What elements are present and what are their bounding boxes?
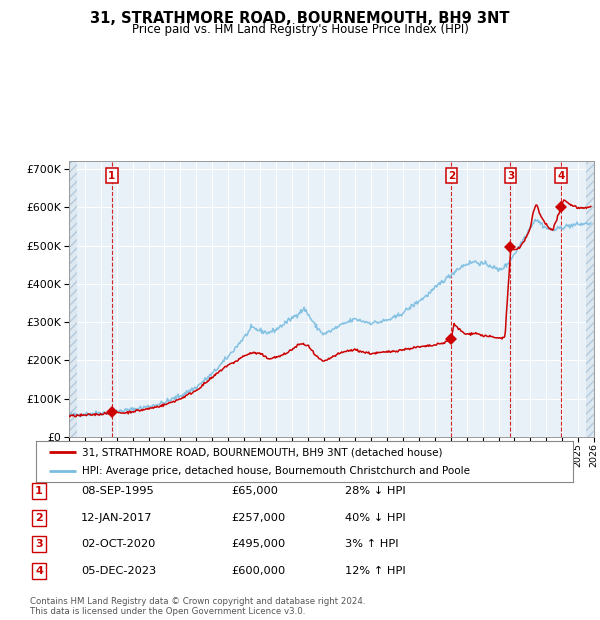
- Text: 12% ↑ HPI: 12% ↑ HPI: [345, 566, 406, 576]
- Text: 08-SEP-1995: 08-SEP-1995: [81, 486, 154, 496]
- Text: Price paid vs. HM Land Registry's House Price Index (HPI): Price paid vs. HM Land Registry's House …: [131, 23, 469, 36]
- Bar: [69, 161, 77, 437]
- Bar: [586, 161, 600, 437]
- Text: £600,000: £600,000: [231, 566, 285, 576]
- Text: £495,000: £495,000: [231, 539, 285, 549]
- Text: 28% ↓ HPI: 28% ↓ HPI: [345, 486, 406, 496]
- Text: £65,000: £65,000: [231, 486, 278, 496]
- Text: 1: 1: [108, 170, 115, 180]
- Text: 12-JAN-2017: 12-JAN-2017: [81, 513, 152, 523]
- Text: 40% ↓ HPI: 40% ↓ HPI: [345, 513, 406, 523]
- Text: 05-DEC-2023: 05-DEC-2023: [81, 566, 156, 576]
- Text: 3: 3: [507, 170, 514, 180]
- Text: 2: 2: [448, 170, 455, 180]
- Text: 3: 3: [35, 539, 43, 549]
- Text: 3% ↑ HPI: 3% ↑ HPI: [345, 539, 398, 549]
- Text: 31, STRATHMORE ROAD, BOURNEMOUTH, BH9 3NT: 31, STRATHMORE ROAD, BOURNEMOUTH, BH9 3N…: [90, 11, 510, 26]
- Text: 4: 4: [557, 170, 565, 180]
- Text: HPI: Average price, detached house, Bournemouth Christchurch and Poole: HPI: Average price, detached house, Bour…: [82, 466, 470, 476]
- Text: 1: 1: [35, 486, 43, 496]
- Text: 31, STRATHMORE ROAD, BOURNEMOUTH, BH9 3NT (detached house): 31, STRATHMORE ROAD, BOURNEMOUTH, BH9 3N…: [82, 448, 442, 458]
- Text: Contains HM Land Registry data © Crown copyright and database right 2024.: Contains HM Land Registry data © Crown c…: [30, 597, 365, 606]
- Text: £257,000: £257,000: [231, 513, 285, 523]
- Text: This data is licensed under the Open Government Licence v3.0.: This data is licensed under the Open Gov…: [30, 607, 305, 616]
- Text: 02-OCT-2020: 02-OCT-2020: [81, 539, 155, 549]
- Text: 2: 2: [35, 513, 43, 523]
- Text: 4: 4: [35, 566, 43, 576]
